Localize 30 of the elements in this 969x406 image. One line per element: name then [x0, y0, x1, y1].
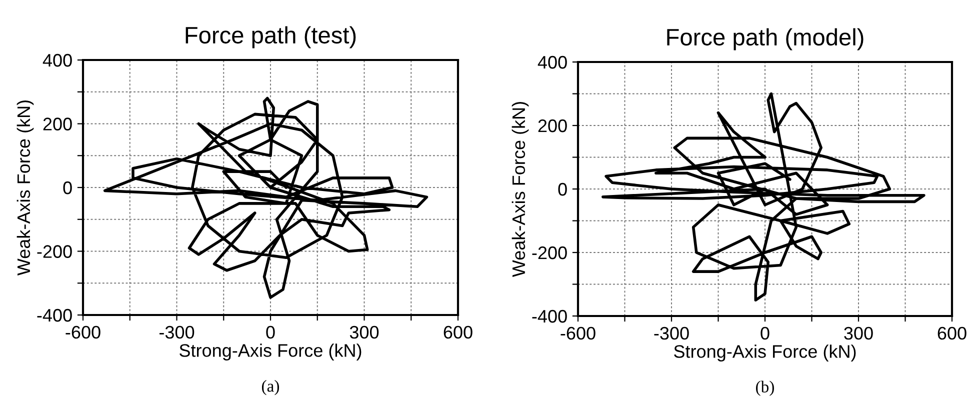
x-tick-label: 0: [760, 326, 770, 340]
y-tick-label: -200: [37, 245, 72, 258]
chart-title: Force path (test): [186, 26, 356, 48]
x-tick-label: 600: [444, 326, 472, 339]
x-tick-label: -600: [66, 326, 100, 339]
y-tick-label: 0: [558, 182, 567, 196]
y-tick-label: 400: [42, 54, 72, 67]
x-axis-title: Strong-Axis Force (kN): [180, 344, 362, 360]
x-axis-title: Strong-Axis Force (kN): [674, 344, 856, 362]
line-series: [602, 92, 926, 302]
x-tick-label: 300: [844, 326, 873, 340]
x-tick-label: -300: [654, 326, 689, 340]
x-tick-label: -300: [159, 326, 194, 339]
y-tick-label: -400: [37, 308, 72, 322]
y-tick-label: -200: [532, 246, 567, 260]
text: (b): [756, 380, 774, 396]
line-series: [103, 96, 428, 299]
x-tick-label: 300: [350, 326, 379, 339]
y-tick-label: 200: [43, 118, 72, 130]
x-tick-label: 0: [266, 326, 275, 339]
text: (a): [262, 380, 280, 396]
y-tick-label: 400: [538, 56, 567, 69]
y-axis-title: Weak-Axis Force (kN): [16, 100, 34, 276]
x-tick-label: 600: [938, 326, 966, 340]
y-tick-label: 200: [538, 119, 567, 132]
x-tick-label: -600: [560, 326, 596, 340]
y-axis-title: Weak-Axis Force (kN): [512, 102, 529, 278]
y-tick-label: -400: [532, 310, 567, 323]
y-tick-label: 0: [63, 181, 72, 194]
chart-title: Force path (model): [667, 28, 864, 50]
